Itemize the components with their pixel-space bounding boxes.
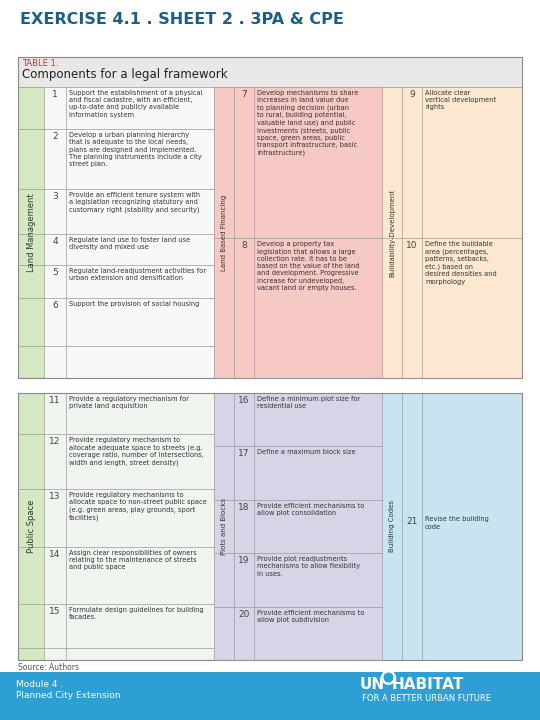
Text: 5: 5 <box>52 268 58 276</box>
Text: Plots and Blocks: Plots and Blocks <box>221 498 227 555</box>
Text: 11: 11 <box>49 396 60 405</box>
Bar <box>18 57 522 378</box>
Text: Module 4 .
Planned City Extension: Module 4 . Planned City Extension <box>16 680 120 700</box>
Text: FOR A BETTER URBAN FUTURE: FOR A BETTER URBAN FUTURE <box>362 694 491 703</box>
Text: 9: 9 <box>409 90 415 99</box>
Text: Develop a urban planning hierarchy
that is adequate to the local needs,
plans ar: Develop a urban planning hierarchy that … <box>69 132 201 167</box>
Text: Building Codes: Building Codes <box>389 500 395 552</box>
Bar <box>18 87 44 378</box>
Text: 8: 8 <box>241 241 247 251</box>
Bar <box>234 393 254 660</box>
Bar <box>234 87 254 378</box>
Text: 10: 10 <box>406 241 418 251</box>
Text: Revise the building
code: Revise the building code <box>425 516 489 530</box>
Text: Provide efficient mechanisms to
allow plot subdivision: Provide efficient mechanisms to allow pl… <box>257 610 364 623</box>
Bar <box>402 87 422 378</box>
Text: 18: 18 <box>238 503 249 512</box>
Text: Provide regulatory mechanism to
allocate adequate space to streets (e.g.
coverag: Provide regulatory mechanism to allocate… <box>69 437 204 466</box>
Bar <box>382 87 402 378</box>
Text: Support the provision of social housing: Support the provision of social housing <box>69 301 199 307</box>
Text: Develop mechanisms to share
increases in land value due
to planning decision (ur: Develop mechanisms to share increases in… <box>257 90 359 156</box>
Bar <box>214 87 234 378</box>
Text: Provide regulatory mechanisms to
allocate space to non-street public space
(e.g.: Provide regulatory mechanisms to allocat… <box>69 492 207 521</box>
Bar <box>44 393 66 660</box>
Text: TABLE 1.: TABLE 1. <box>22 59 58 68</box>
Text: 20: 20 <box>238 610 249 618</box>
Text: Regulate land-readjustment activities for
urban extension and densification: Regulate land-readjustment activities fo… <box>69 268 206 281</box>
Text: Regulate land use to foster land use
diversity and mixed use: Regulate land use to foster land use div… <box>69 237 190 251</box>
Bar <box>254 87 382 378</box>
Text: Provide an efficient tenure system with
a legislation recognizing statutory and
: Provide an efficient tenure system with … <box>69 192 200 213</box>
Bar <box>66 393 214 660</box>
Bar <box>18 57 522 87</box>
Text: Provide plot readjustments
mechanisms to allow flexibility
in uses.: Provide plot readjustments mechanisms to… <box>257 556 360 577</box>
Bar <box>254 393 382 660</box>
Text: 21: 21 <box>406 516 417 526</box>
Text: Assign clear responsibilities of owners
relating to the maintenance of streets
a: Assign clear responsibilities of owners … <box>69 549 197 570</box>
Bar <box>402 393 422 660</box>
Text: 16: 16 <box>238 396 249 405</box>
Text: Buildability-Development: Buildability-Development <box>389 189 395 276</box>
Text: HABITAT: HABITAT <box>392 677 464 692</box>
Text: Support the establishment of a physical
and fiscal cadastre, with an efficient,
: Support the establishment of a physical … <box>69 90 202 118</box>
Text: Provide efficient mechanisms to
allow plot consolidation: Provide efficient mechanisms to allow pl… <box>257 503 364 516</box>
Text: Formulate design guidelines for building
facades.: Formulate design guidelines for building… <box>69 607 204 620</box>
Text: 15: 15 <box>49 607 60 616</box>
Bar <box>422 393 522 660</box>
Text: Land Management: Land Management <box>26 193 36 272</box>
Bar <box>422 87 522 378</box>
Text: Define the buildable
area (percentages,
patterns, setbacks,
etc.) based on
desir: Define the buildable area (percentages, … <box>425 241 497 284</box>
Bar <box>214 393 234 660</box>
Bar <box>0 672 540 720</box>
Text: 19: 19 <box>238 556 249 565</box>
Text: Provide a regulatory mechanism for
private land acquisition: Provide a regulatory mechanism for priva… <box>69 396 189 409</box>
Text: 6: 6 <box>52 301 58 310</box>
Bar <box>382 393 402 660</box>
Bar <box>18 393 44 660</box>
Text: 17: 17 <box>238 449 249 459</box>
Text: Source: Authors: Source: Authors <box>18 663 79 672</box>
Text: Define a minimum plot size for
residential use: Define a minimum plot size for residenti… <box>257 396 360 409</box>
Bar <box>44 87 66 378</box>
Text: 12: 12 <box>49 437 60 446</box>
Text: 4: 4 <box>52 237 58 246</box>
Text: Components for a legal framework: Components for a legal framework <box>22 68 228 81</box>
Text: Develop a property tax
legislation that allows a large
collection rate. It has t: Develop a property tax legislation that … <box>257 241 360 291</box>
Text: 13: 13 <box>49 492 60 501</box>
Text: 14: 14 <box>49 549 60 559</box>
Text: EXERCISE 4.1 . SHEET 2 . 3PA & CPE: EXERCISE 4.1 . SHEET 2 . 3PA & CPE <box>20 12 344 27</box>
Text: Define a maximum block size: Define a maximum block size <box>257 449 356 455</box>
Text: Public Space: Public Space <box>26 500 36 553</box>
Text: Allocate clear
vertical development
rights: Allocate clear vertical development righ… <box>425 90 496 110</box>
Text: 2: 2 <box>52 132 58 141</box>
Bar <box>18 393 522 660</box>
Text: 3: 3 <box>52 192 58 201</box>
Text: 7: 7 <box>241 90 247 99</box>
Text: UN: UN <box>360 677 385 692</box>
Bar <box>66 87 214 378</box>
Text: 1: 1 <box>52 90 58 99</box>
Text: Land Based Financing: Land Based Financing <box>221 194 227 271</box>
